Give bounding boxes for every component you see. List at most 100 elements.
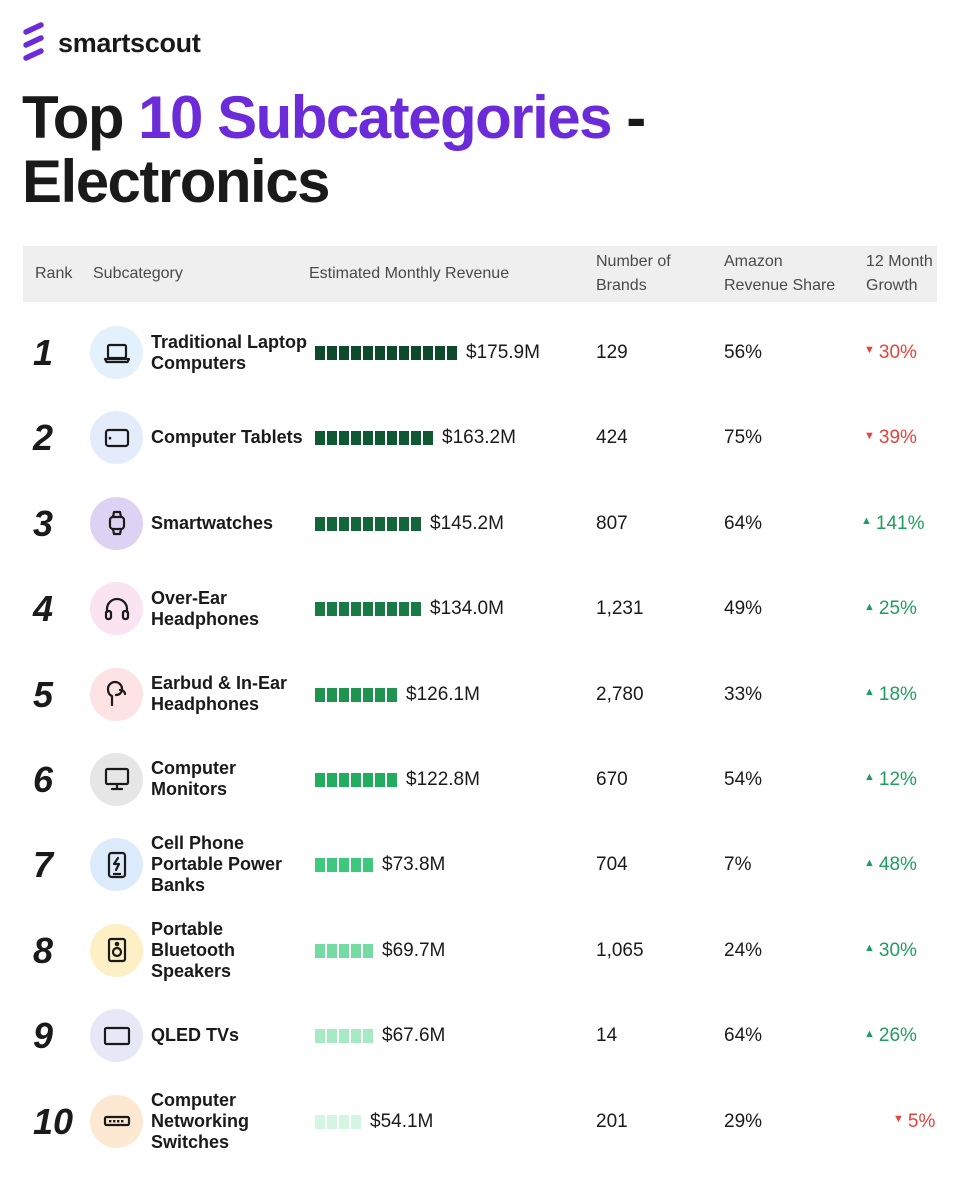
triangle-up-icon: ▲ xyxy=(861,515,872,528)
rank-number: 8 xyxy=(33,929,54,971)
brands-count: 670 xyxy=(596,768,628,790)
subcategory-icon-circle xyxy=(90,326,143,379)
subcategory-name: Smartwatches xyxy=(151,481,311,566)
rank-number: 7 xyxy=(33,844,54,886)
growth-value: ▼ 5% xyxy=(893,1079,935,1164)
header-brands-line-2: Brands xyxy=(596,277,647,294)
revenue-bar-segment xyxy=(411,602,421,617)
revenue-bar-segment xyxy=(315,858,325,873)
header-rank: Rank xyxy=(35,265,73,282)
revenue-bar-segment xyxy=(339,772,349,787)
brands-count: 201 xyxy=(596,1110,628,1132)
table-row: 4 Over-Ear Headphones $134.0M 1,231 49% … xyxy=(23,566,937,651)
table-row: 7 Cell Phone Portable Power Banks $73.8M… xyxy=(23,822,937,907)
rank-number: 9 xyxy=(33,1015,54,1057)
revenue-bar-segment xyxy=(387,346,397,360)
revenue-bar-segment xyxy=(387,602,397,617)
brands-count: 1,065 xyxy=(596,939,644,961)
revenue-value: $122.8M xyxy=(406,768,480,790)
table-row: 8 Portable Bluetooth Speakers $69.7M 1,0… xyxy=(23,908,937,993)
tablet-icon xyxy=(104,428,129,447)
rank-number: 1 xyxy=(33,332,54,373)
subcategory-name: Computer Monitors xyxy=(151,737,311,822)
revenue-bar-segment xyxy=(363,431,373,446)
header-brands: Number of Brands xyxy=(596,250,671,298)
revenue-bar-segment xyxy=(315,431,325,446)
subcategory-icon-circle xyxy=(90,1009,143,1063)
growth-value: ▲ 30% xyxy=(864,908,917,993)
revenue-bar-segment xyxy=(399,516,409,531)
revenue-bar-segment xyxy=(411,516,421,531)
header-growth-line-2: Growth xyxy=(866,277,918,294)
revenue-bar xyxy=(315,1114,361,1129)
revenue-value: $134.0M xyxy=(430,598,504,620)
growth-text: 12% xyxy=(878,768,917,790)
laptop-icon xyxy=(103,343,130,363)
growth-text: 39% xyxy=(878,427,917,449)
subcategory-name-text: Earbud & In-Ear Headphones xyxy=(151,673,288,715)
revenue-bar-segment xyxy=(363,772,373,787)
header-growth-line-1: 12 Month xyxy=(866,253,933,270)
subcategory-name: Cell Phone Portable Power Banks xyxy=(151,822,311,907)
revenue-bar-segment xyxy=(327,943,337,958)
brands-count: 2,780 xyxy=(596,683,644,705)
revenue-bar xyxy=(315,516,421,531)
amazon-share: 7% xyxy=(724,854,752,876)
revenue-value: $69.7M xyxy=(382,939,446,961)
table-body: 1 Traditional Laptop Computers $175.9M 1… xyxy=(23,310,937,1164)
brands-count: 1,231 xyxy=(596,598,644,620)
growth-text: 48% xyxy=(878,854,917,876)
revenue-bar-segment xyxy=(339,346,349,360)
subcategory-name: Traditional Laptop Computers xyxy=(151,310,311,395)
revenue-bar xyxy=(315,687,397,702)
revenue-bar xyxy=(315,1029,373,1044)
table-row: 1 Traditional Laptop Computers $175.9M 1… xyxy=(23,310,937,395)
growth-value: ▼ 30% xyxy=(864,310,917,395)
revenue-value: $145.2M xyxy=(430,512,504,534)
header-revenue: Estimated Monthly Revenue xyxy=(309,265,510,282)
revenue-bar xyxy=(315,772,397,787)
revenue-bar-segment xyxy=(375,772,385,787)
rank-number: 4 xyxy=(33,588,54,630)
amazon-share: 64% xyxy=(724,512,763,534)
table-header: Rank Subcategory Estimated Monthly Reven… xyxy=(23,246,937,302)
subcategory-name-text: Over-Ear Headphones xyxy=(151,587,260,629)
triangle-down-icon: ▼ xyxy=(893,1113,904,1125)
revenue-bar-segment xyxy=(339,602,349,617)
title-part-1: Top xyxy=(22,84,139,151)
table-row: 9 QLED TVs $67.6M 14 64% ▲ 26% xyxy=(23,993,937,1078)
header-share-line-1: Amazon xyxy=(724,253,783,270)
revenue-bar-segment xyxy=(363,858,373,873)
revenue-bar-segment xyxy=(363,1029,373,1044)
subcategory-name-text: QLED TVs xyxy=(151,1025,240,1046)
table-row: 2 Computer Tablets $163.2M 424 75% ▼ 39% xyxy=(23,395,937,480)
monitor-icon xyxy=(104,768,129,791)
revenue-bar xyxy=(315,602,421,617)
revenue-bar-segment xyxy=(327,772,337,787)
subcategory-name-text: Computer Monitors xyxy=(151,758,236,800)
revenue-bar-segment xyxy=(339,516,349,531)
revenue-bar-segment xyxy=(327,431,337,446)
page-title: Top 10 Subcategories - Electronics xyxy=(22,86,922,214)
revenue-bar-segment xyxy=(351,687,361,702)
revenue-bar-segment xyxy=(363,687,373,702)
subcategory-name-text: Cell Phone Portable Power Banks xyxy=(151,833,283,896)
revenue-bar-segment xyxy=(351,772,361,787)
revenue-bar-segment xyxy=(375,687,385,702)
table-row: 3 Smartwatches $145.2M 807 64% ▲ 141% xyxy=(23,481,937,566)
subcategory-name: QLED TVs xyxy=(151,993,311,1078)
amazon-share: 54% xyxy=(724,768,763,790)
revenue-bar-segment xyxy=(339,1114,349,1129)
title-line-1: Top 10 Subcategories - xyxy=(22,86,922,150)
amazon-share: 75% xyxy=(724,427,763,449)
revenue-bar xyxy=(315,431,433,446)
speaker-icon xyxy=(107,938,126,963)
revenue-bar-segment xyxy=(435,346,445,360)
headphones-icon xyxy=(104,597,129,620)
amazon-share: 24% xyxy=(724,939,763,961)
network-switch-icon xyxy=(103,1115,130,1127)
revenue-bar-segment xyxy=(363,346,373,360)
triangle-up-icon: ▲ xyxy=(864,942,875,955)
revenue-bar-segment xyxy=(375,602,385,617)
revenue-value: $67.6M xyxy=(382,1025,446,1047)
